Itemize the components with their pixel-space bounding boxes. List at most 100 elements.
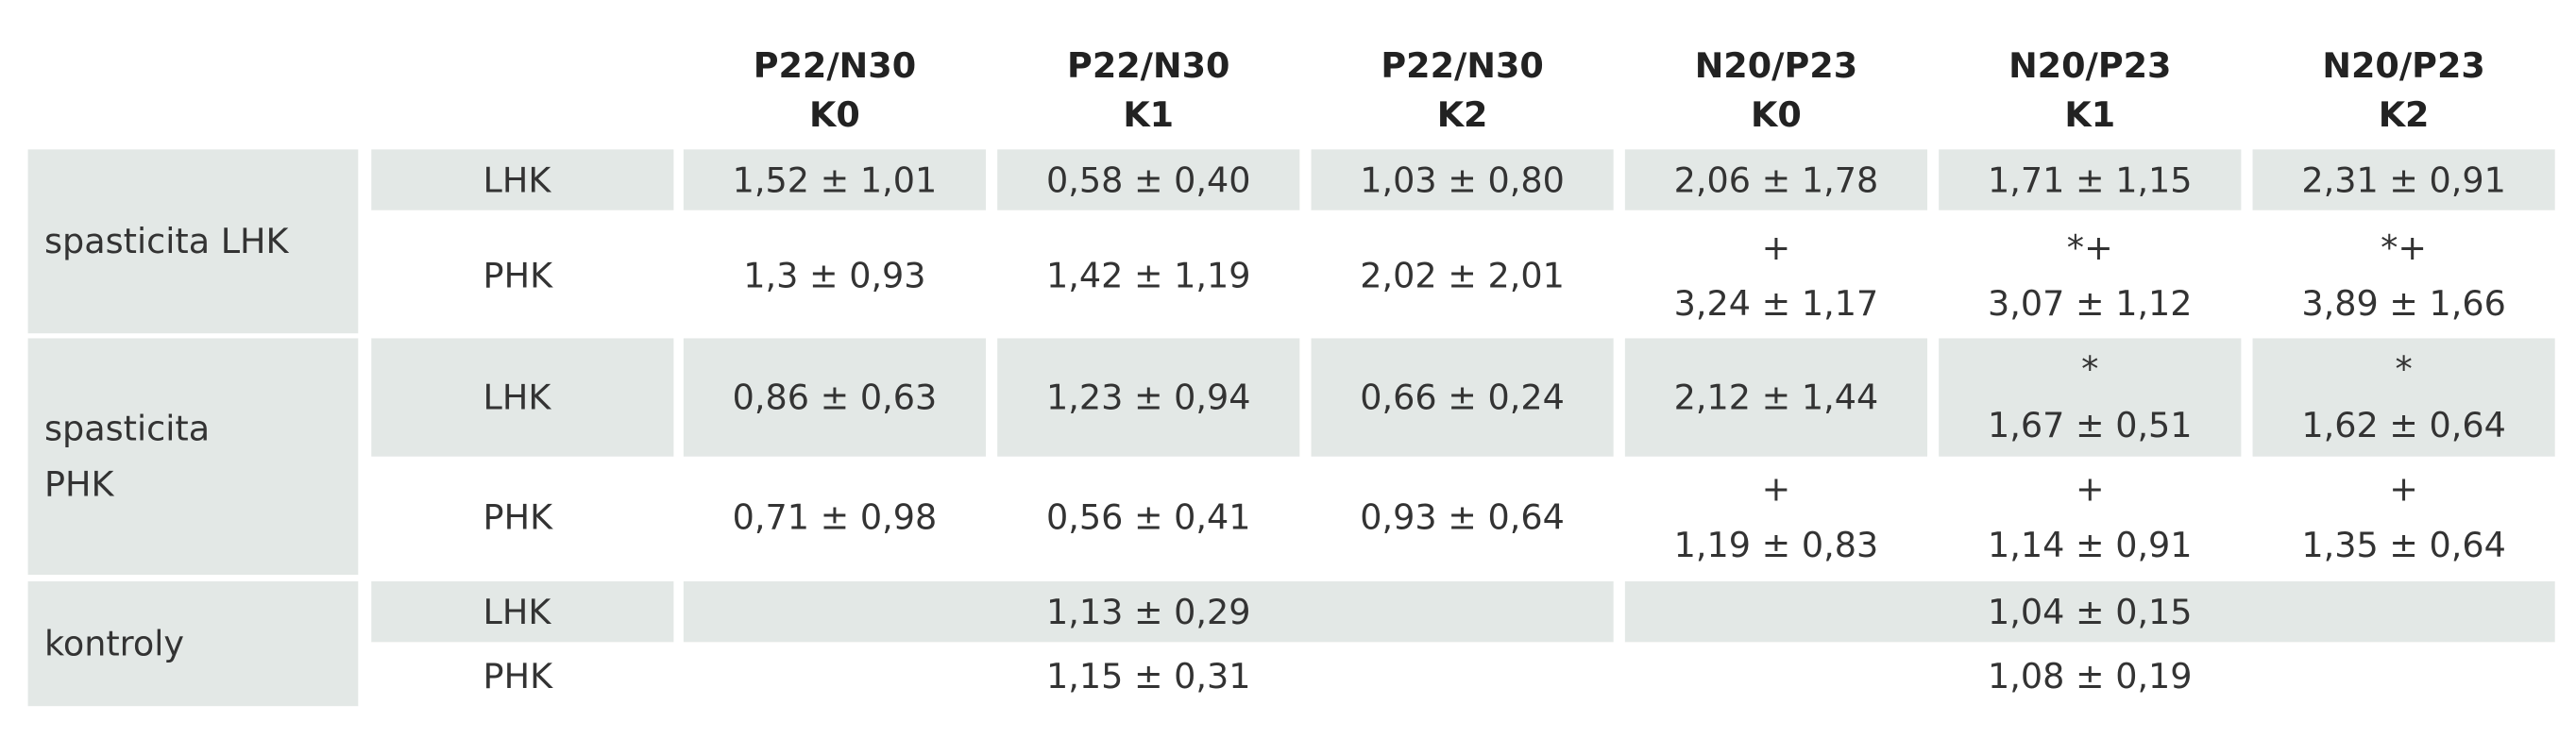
row-label: PHK — [371, 646, 673, 706]
cell-text: 0,66 ± 0,24 — [1360, 378, 1565, 417]
cell: 0,66 ± 0,24 — [1311, 338, 1614, 457]
cell: 0,86 ± 0,63 — [683, 338, 986, 457]
cell-text: 1,3 ± 0,93 — [743, 255, 926, 295]
cell-text: 1,14 ± 0,91 — [1987, 525, 2193, 565]
row-label: LHK — [371, 580, 674, 643]
row-label: LHK — [371, 149, 674, 210]
cell-text: 2,12 ± 1,44 — [1673, 378, 1879, 417]
cell-text: 1,03 ± 0,80 — [1360, 159, 1565, 200]
cell-text: *+ — [2381, 226, 2428, 267]
cell-text: 1,04 ± 0,15 — [1987, 592, 2193, 632]
cell: 1,04 ± 0,15 — [1624, 580, 2555, 643]
group-text: spasticita LHK — [43, 221, 289, 261]
column-header: N20/P23 K1 — [1939, 33, 2241, 148]
column-header: P22/N30 K1 — [997, 33, 1299, 148]
cell: 1,08 ± 0,19 — [1625, 646, 2555, 706]
cell-text: 1,42 ± 1,19 — [1045, 255, 1251, 295]
cell-text: 1,35 ± 0,64 — [2301, 525, 2506, 565]
cell-text: 0,58 ± 0,40 — [1045, 159, 1251, 200]
row-label: PHK — [371, 217, 673, 334]
cell-text: 1,13 ± 0,29 — [1045, 592, 1251, 632]
cell: *+ 3,07 ± 1,12 — [1939, 217, 2241, 334]
cell-text: 0,93 ± 0,64 — [1360, 497, 1565, 537]
cell-text: 1,71 ± 1,15 — [1987, 159, 2193, 200]
cell-text: 2,06 ± 1,78 — [1673, 159, 1879, 200]
cell-text: + — [1761, 226, 1791, 267]
cell-text: 1,62 ± 0,64 — [2301, 405, 2506, 445]
cell-text: 0,71 ± 0,98 — [732, 497, 938, 537]
header-line: K2 — [2378, 94, 2430, 135]
group-label: spasticita LHK — [27, 149, 359, 334]
cell: 0,58 ± 0,40 — [997, 149, 1300, 210]
column-header: P22/N30 K0 — [684, 33, 986, 148]
cell-text: 0,56 ± 0,41 — [1045, 497, 1251, 537]
cell-text: *+ — [2066, 226, 2113, 267]
row-label: PHK — [371, 460, 673, 575]
cell: 2,06 ± 1,78 — [1624, 149, 1928, 210]
cell-text: 3,07 ± 1,12 — [1987, 283, 2193, 323]
cell: +1,35 ± 0,64 — [2253, 460, 2555, 575]
header-line: K0 — [1751, 94, 1802, 135]
cell-text: 0,86 ± 0,63 — [732, 378, 938, 417]
header-line: N20/P23 — [2322, 45, 2485, 86]
group-text: kontroly — [43, 624, 185, 663]
header-line: K0 — [809, 94, 860, 135]
cell: 0,71 ± 0,98 — [684, 460, 986, 575]
cell: 1,3 ± 0,93 — [684, 217, 986, 334]
header-line: K2 — [1436, 94, 1488, 135]
group-label: spasticita PHK — [27, 338, 359, 575]
cell: +1,14 ± 0,91 — [1939, 460, 2241, 575]
cell-text: + — [1761, 469, 1791, 510]
cell: 1,15 ± 0,31 — [684, 646, 1614, 706]
column-header: P22/N30 K2 — [1312, 33, 1614, 148]
header-line: P22/N30 — [1381, 45, 1544, 86]
cell: 1,71 ± 1,15 — [1939, 149, 2242, 210]
cell: +3,24 ± 1,17 — [1625, 217, 1927, 334]
cell-text: 3,24 ± 1,17 — [1673, 283, 1879, 323]
column-header: N20/P23 K2 — [2253, 33, 2555, 148]
cell: 2,02 ± 2,01 — [1312, 217, 1614, 334]
cell: +1,19 ± 0,83 — [1625, 460, 1927, 575]
header-line: K1 — [1123, 94, 1175, 135]
cell: 0,56 ± 0,41 — [997, 460, 1299, 575]
row-label: LHK — [371, 338, 674, 457]
header-line: P22/N30 — [1067, 45, 1230, 86]
group-label: kontroly — [27, 580, 359, 707]
cell: 1,23 ± 0,94 — [997, 338, 1300, 457]
cell: 1,03 ± 0,80 — [1311, 149, 1614, 210]
cell: 0,93 ± 0,64 — [1312, 460, 1614, 575]
cell: * 1,62 ± 0,64 — [2252, 338, 2555, 457]
cell-text: + — [2075, 469, 2105, 510]
header-line: P22/N30 — [753, 45, 917, 86]
cell-text: * — [2081, 349, 2099, 390]
column-header: N20/P23 K0 — [1625, 33, 1927, 148]
header-line: N20/P23 — [1694, 45, 1858, 86]
row-label-text: PHK — [483, 656, 553, 696]
row-label-text: PHK — [483, 255, 553, 295]
row-label-text: LHK — [483, 378, 551, 417]
row-label-text: PHK — [483, 497, 553, 537]
group-text: spasticita PHK — [43, 409, 211, 505]
cell-text: 1,52 ± 1,01 — [732, 159, 938, 200]
row-label-text: LHK — [483, 159, 551, 200]
header-line: K1 — [2064, 94, 2116, 135]
cell-text: 2,31 ± 0,91 — [2301, 159, 2506, 200]
cell-text: 1,08 ± 0,19 — [1987, 656, 2193, 696]
cell-text: + — [2389, 469, 2418, 510]
cell: * 1,67 ± 0,51 — [1939, 338, 2242, 457]
cell: 1,13 ± 0,29 — [683, 580, 1614, 643]
row-label-text: LHK — [483, 592, 551, 632]
cell: 2,12 ± 1,44 — [1624, 338, 1928, 457]
cell-text: 1,15 ± 0,31 — [1045, 656, 1251, 696]
cell-text: 1,19 ± 0,83 — [1673, 525, 1879, 565]
cell: 1,42 ± 1,19 — [997, 217, 1299, 334]
header-line: N20/P23 — [2008, 45, 2172, 86]
cell-text: 3,89 ± 1,66 — [2301, 283, 2506, 323]
cell: 2,31 ± 0,91 — [2252, 149, 2555, 210]
cell-text: 1,67 ± 0,51 — [1987, 405, 2193, 445]
cell: *+ 3,89 ± 1,66 — [2253, 217, 2555, 334]
cell-text: 2,02 ± 2,01 — [1360, 255, 1565, 295]
cell-text: * — [2395, 349, 2413, 390]
